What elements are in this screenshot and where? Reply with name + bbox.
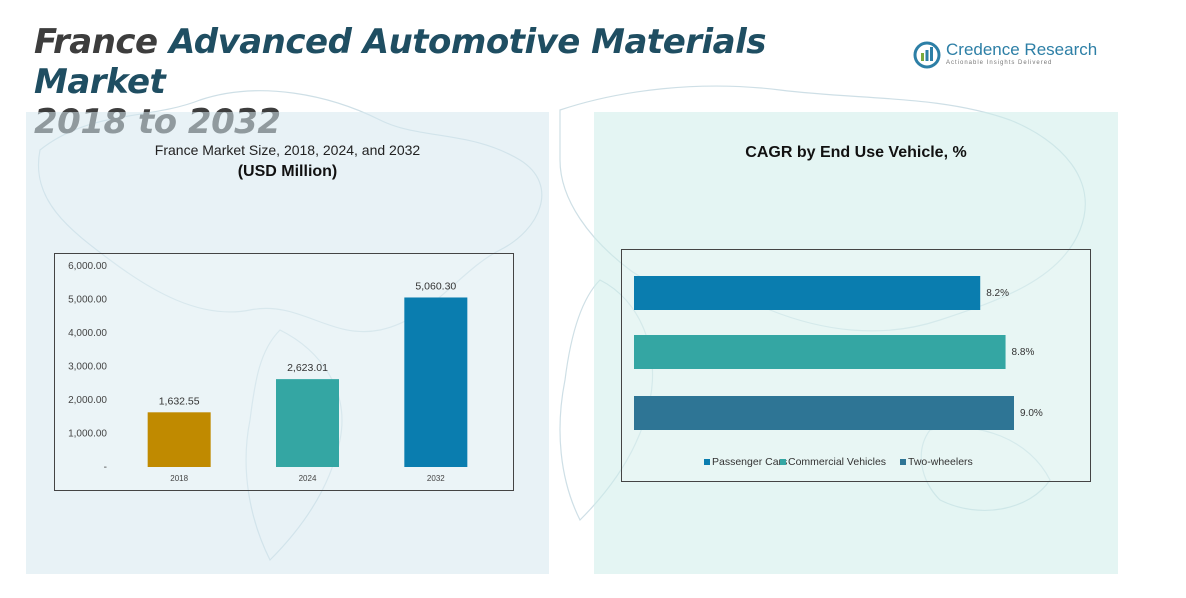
market-size-unit: (USD Million) bbox=[237, 163, 338, 180]
hbar-Two-wheelers bbox=[634, 396, 1014, 430]
legend-swatch bbox=[780, 459, 786, 465]
legend-label: Passenger Cars bbox=[712, 456, 787, 468]
y-tick-label: 3,000.00 bbox=[68, 362, 107, 373]
legend-swatch bbox=[900, 459, 906, 465]
x-tick-label: 2032 bbox=[427, 474, 445, 483]
y-tick-label: 6,000.00 bbox=[68, 261, 107, 272]
cagr-svg: 8.2% 8.8% 9.0% Passenger Cars Commercial Veh… bbox=[634, 276, 1043, 468]
legend-label: Commercial Vehicles bbox=[788, 456, 886, 468]
bar-2032 bbox=[404, 297, 468, 467]
market-size-title: France Market Size, 2018, 2024, and 2032 bbox=[154, 142, 421, 158]
y-tick-label: 1,000.00 bbox=[68, 429, 107, 440]
bar-value-label: 2,623.01 bbox=[287, 362, 328, 374]
market-size-svg: - 1,000.00 2,000.00 3,000.00 4,000.00 5,000.0… bbox=[68, 261, 468, 483]
bar-2024 bbox=[276, 379, 339, 467]
credence-research-logo: Credence Research Actionable Insights De… bbox=[912, 38, 1102, 74]
legend-label: Two-wheelers bbox=[908, 456, 973, 468]
title-part-2: Advanced Automotive Materials Market bbox=[34, 22, 767, 102]
bar-2018 bbox=[147, 412, 211, 467]
cagr-title: CAGR by End Use Vehicle, % bbox=[745, 144, 967, 161]
bar-value-label: 1,632.55 bbox=[159, 395, 200, 407]
x-tick-label: 2018 bbox=[170, 474, 188, 483]
hbar-Commercial Vehicles bbox=[634, 335, 1006, 369]
market-size-panel: France Market Size, 2018, 2024, and 2032… bbox=[26, 112, 549, 574]
legend-swatch bbox=[704, 459, 710, 465]
logo-name: Credence Research bbox=[946, 40, 1098, 59]
y-tick-label: - bbox=[104, 462, 107, 473]
y-tick-label: 4,000.00 bbox=[68, 328, 107, 339]
bar-value-label: 5,060.30 bbox=[415, 280, 456, 292]
hbar-value-label: 8.8% bbox=[1012, 347, 1035, 358]
y-tick-label: 2,000.00 bbox=[68, 395, 107, 406]
logo-mark-icon bbox=[913, 41, 941, 69]
logo-tagline: Actionable Insights Delivered bbox=[946, 60, 1053, 66]
cagr-chart: 8.2% 8.8% 9.0% Passenger Cars Commercial Veh… bbox=[621, 249, 1091, 482]
hbar-value-label: 9.0% bbox=[1020, 408, 1043, 419]
hbar-value-label: 8.2% bbox=[986, 288, 1009, 299]
x-tick-label: 2024 bbox=[299, 474, 317, 483]
y-tick-label: 5,000.00 bbox=[68, 295, 107, 306]
title-part-1: France bbox=[34, 22, 169, 62]
hbar-Passenger Cars bbox=[634, 276, 981, 310]
market-size-chart: - 1,000.00 2,000.00 3,000.00 4,000.00 5,000.0… bbox=[54, 253, 514, 491]
cagr-panel: CAGR by End Use Vehicle, % 8.2% 8.8% 9.0% P… bbox=[594, 112, 1118, 574]
